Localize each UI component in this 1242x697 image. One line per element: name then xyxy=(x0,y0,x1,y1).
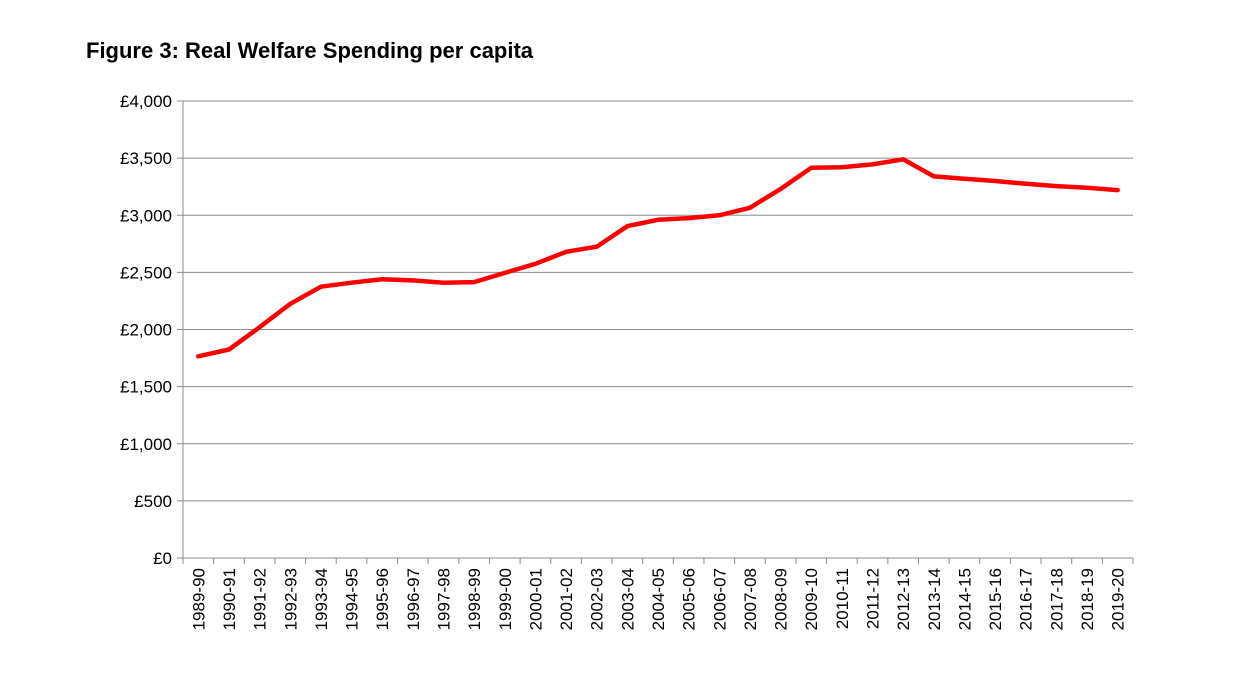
x-tick-label: 2019-20 xyxy=(1109,568,1128,630)
x-tick-label: 2015-16 xyxy=(986,568,1005,630)
x-tick-label: 1993-94 xyxy=(312,568,331,630)
x-tick-label: 2008-09 xyxy=(772,568,791,630)
x-tick-label: 2003-04 xyxy=(618,568,637,630)
y-tick-label: £2,500 xyxy=(120,263,172,282)
x-tick-label: 1997-98 xyxy=(434,568,453,630)
x-tick-label: 2005-06 xyxy=(680,568,699,630)
y-tick-label: £1,000 xyxy=(120,435,172,454)
x-tick-label: 2001-02 xyxy=(557,568,576,630)
x-tick-label: 1994-95 xyxy=(343,568,362,630)
x-tick-label: 2009-10 xyxy=(802,568,821,630)
x-tick-label: 1995-96 xyxy=(373,568,392,630)
x-tick-label: 2013-14 xyxy=(925,568,944,630)
x-tick-label: 1999-00 xyxy=(496,568,515,630)
chart-title: Figure 3: Real Welfare Spending per capi… xyxy=(86,38,534,63)
series-line xyxy=(196,157,1120,359)
x-tick-label: 1998-99 xyxy=(465,568,484,630)
x-tick-label: 1992-93 xyxy=(281,568,300,630)
y-tick-label: £3,500 xyxy=(120,149,172,168)
x-tick-label: 2018-19 xyxy=(1078,568,1097,630)
x-tick-label: 2010-11 xyxy=(833,568,852,629)
x-tick-label: 1991-92 xyxy=(251,568,270,630)
x-tick-label: 2000-01 xyxy=(526,568,545,630)
x-tick-label: 2014-15 xyxy=(955,568,974,630)
x-tick-label: 2011-12 xyxy=(864,568,883,629)
gridlines xyxy=(183,100,1133,502)
x-axis-ticks: 1989-90 1990-91 1991-92 1992-93 1993-94 1994-… xyxy=(182,558,1134,630)
x-tick-label: 2017-18 xyxy=(1047,568,1066,630)
x-tick-label: 2006-07 xyxy=(710,568,729,630)
y-axis-ticks: £0 £500 £1,000 £1,500 £2,000 £2,500 £3,000 £3,5… xyxy=(120,92,183,568)
x-tick-label: 2007-08 xyxy=(741,568,760,630)
x-tick-label: 1990-91 xyxy=(220,568,239,630)
y-tick-label: £1,500 xyxy=(120,378,172,397)
x-tick-label: 2002-03 xyxy=(588,568,607,630)
series-group xyxy=(196,157,1120,359)
y-tick-label: £3,000 xyxy=(120,206,172,225)
y-tick-label: £500 xyxy=(134,492,172,511)
x-tick-label: 1989-90 xyxy=(189,568,208,630)
y-tick-label: £4,000 xyxy=(120,92,172,111)
y-tick-label: £2,000 xyxy=(120,321,172,340)
x-tick-label: 2016-17 xyxy=(1017,568,1036,630)
x-tick-label: 2012-13 xyxy=(894,568,913,630)
x-tick-label: 1996-97 xyxy=(404,568,423,630)
y-tick-label: £0 xyxy=(153,549,172,568)
x-tick-label: 2004-05 xyxy=(649,568,668,630)
